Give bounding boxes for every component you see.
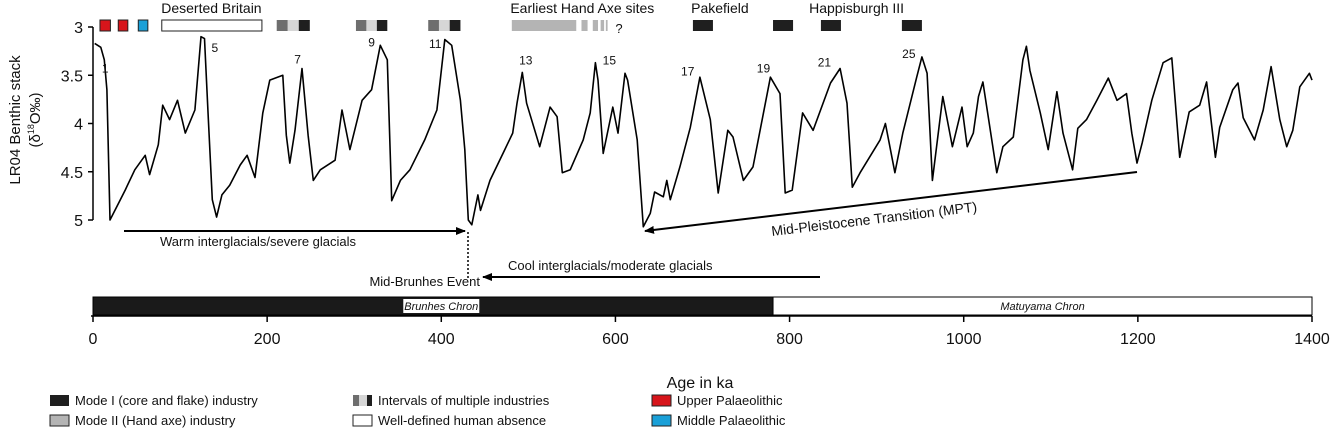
legend-swatch	[352, 414, 373, 427]
y-axis: 3 3.5 4 4.5 5	[61, 20, 94, 230]
multi-industry-bar-part	[376, 20, 388, 31]
mid-brunhes-label: Mid-Brunhes Event	[369, 274, 480, 289]
legend-label: Upper Palaeolithic	[677, 393, 783, 408]
multi-industry-bar-part	[287, 20, 299, 31]
middle-bar	[137, 19, 149, 32]
y-tick-label: 5	[74, 213, 83, 230]
mis-label: 11	[429, 37, 442, 51]
absence-bar	[161, 19, 263, 32]
y-tick-label: 3	[74, 20, 83, 37]
mis-label: 9	[368, 35, 375, 49]
x-tick-label: 1400	[1294, 331, 1330, 348]
top-label: Pakefield	[691, 0, 749, 16]
legend-swatch-part	[353, 395, 359, 406]
mis-label: 7	[294, 53, 301, 67]
top-label: Earliest Hand Axe sites	[510, 0, 654, 16]
legend-swatch	[651, 414, 672, 427]
annotations: Warm interglacials/severe glacials Cool i…	[124, 171, 1138, 289]
top-label: Deserted Britain	[161, 0, 261, 16]
mode2-bar	[511, 20, 577, 31]
x-axis: 0 200 400 600 800 1000 1200 1400	[89, 315, 1330, 348]
mis-label: 1	[102, 61, 109, 75]
legend-label: Mode I (core and flake) industry	[75, 393, 258, 408]
mis-label: 13	[519, 54, 533, 68]
mis-label: 21	[818, 56, 832, 70]
mode1-bar	[820, 20, 841, 31]
legend-label: Mode II (Hand axe) industry	[75, 413, 236, 428]
mis-label: 17	[681, 64, 695, 78]
series	[94, 35, 1313, 228]
benthic-stack-line	[94, 35, 1313, 228]
mpt-arrow	[644, 171, 1138, 234]
x-tick-label: 1000	[946, 331, 982, 348]
legend-swatch	[49, 414, 70, 427]
top-label: Happisburgh III	[809, 0, 904, 16]
legend: Mode I (core and flake) industry Mode II …	[49, 393, 786, 428]
multi-industry-bar-part	[449, 20, 461, 31]
mpt-label: Mid-Pleistocene Transition (MPT)	[770, 199, 977, 239]
cool-label: Cool interglacials/moderate glacials	[508, 258, 713, 273]
y-tick-label: 3.5	[61, 68, 83, 85]
x-tick-label: 400	[428, 331, 455, 348]
multi-industry-bar-part	[355, 20, 367, 31]
legend-label: Well-defined human absence	[378, 413, 546, 428]
unit-pre: (δ	[27, 134, 44, 147]
y-tick-label: 4.5	[61, 165, 83, 182]
legend-swatch	[50, 395, 69, 406]
mode1-bar	[773, 20, 794, 31]
multi-industry-bar-part	[428, 20, 439, 31]
chron-bar: Brunhes Chron Matuyama Chron	[92, 296, 1313, 316]
mode2-bar	[581, 20, 588, 31]
warm-label: Warm interglacials/severe glacials	[160, 234, 357, 249]
chron-label: Matuyama Chron	[1000, 301, 1084, 313]
unit-sup: 18	[26, 124, 36, 134]
multi-industry-bar-part	[438, 20, 450, 31]
chron-segment	[772, 296, 1313, 316]
legend-swatch	[651, 394, 672, 407]
mode2-bar	[605, 20, 608, 31]
hand-axe-uncertainty-mark: ?	[615, 21, 622, 36]
mis-label: 15	[603, 54, 617, 68]
x-tick-label: 600	[602, 331, 629, 348]
mode1-bar	[901, 20, 922, 31]
x-axis-title: Age in ka	[667, 375, 734, 392]
legend-label: Intervals of multiple industries	[378, 393, 550, 408]
multi-industry-bar-part	[276, 20, 288, 31]
y-axis-title: LR04 Benthic stack	[7, 55, 24, 185]
legend-label: Middle Palaeolithic	[677, 413, 786, 428]
y-axis-unit: (δ18O‰)	[26, 92, 44, 147]
mode2-bar	[592, 20, 599, 31]
chron-label-bg	[403, 299, 480, 313]
mode2-bar	[600, 20, 605, 31]
x-tick-label: 0	[89, 331, 98, 348]
chron-label: Brunhes Chron	[404, 301, 478, 313]
x-tick-label: 800	[776, 331, 803, 348]
archaeology-bars: ? Deserted Britain Earliest Hand Axe sites…	[99, 0, 922, 36]
unit-post: O‰)	[27, 92, 44, 124]
multi-industry-bar-part	[298, 20, 310, 31]
x-tick-label: 200	[254, 331, 281, 348]
upper-bar	[117, 19, 129, 32]
mis-label: 5	[212, 41, 219, 55]
mis-label: 19	[757, 61, 771, 75]
mis-label: 25	[902, 47, 916, 61]
y-tick-label: 4	[74, 117, 83, 134]
legend-swatch-part	[367, 395, 372, 406]
y-axis-label: LR04 Benthic stack (δ18O‰)	[7, 55, 44, 185]
mode1-bar	[692, 20, 713, 31]
upper-bar	[99, 19, 111, 32]
legend-swatch-part	[359, 395, 367, 406]
multi-industry-bar-part	[366, 20, 377, 31]
x-tick-label: 1200	[1120, 331, 1156, 348]
